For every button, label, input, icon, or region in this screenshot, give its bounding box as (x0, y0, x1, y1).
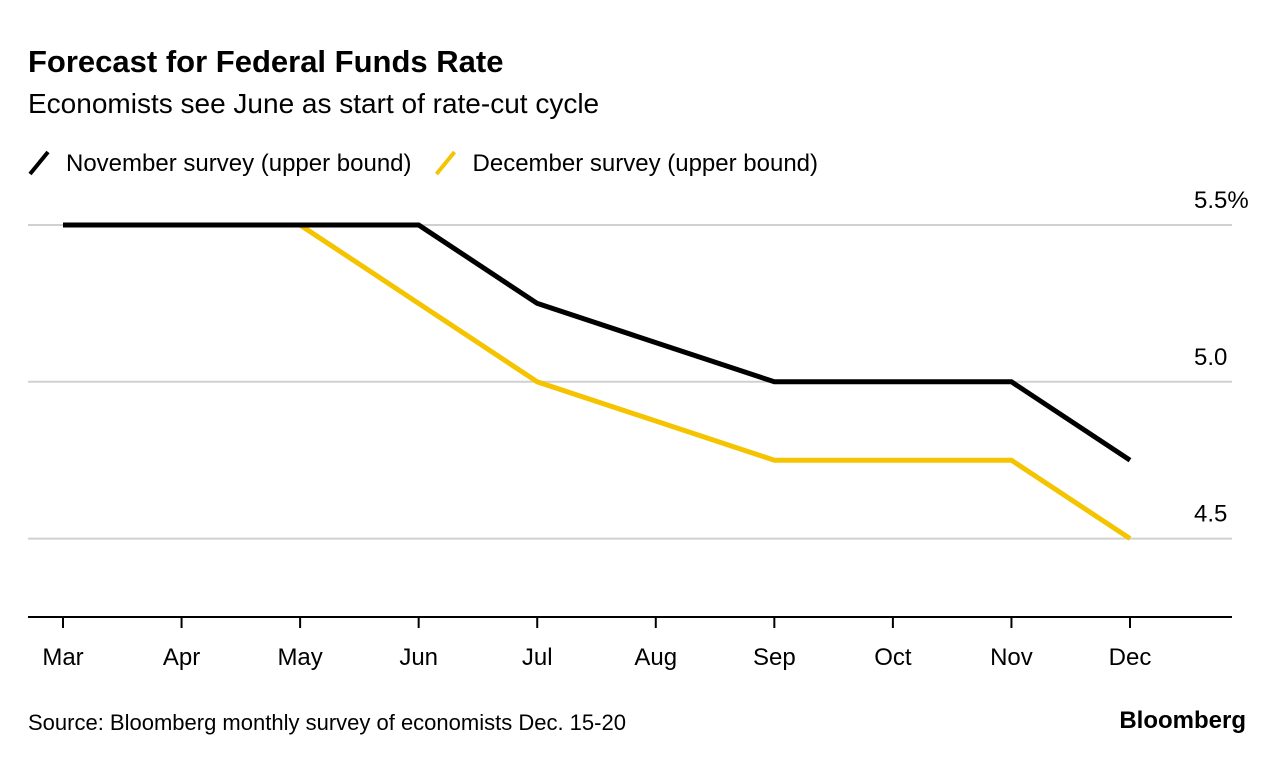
legend-label: December survey (upper bound) (473, 150, 819, 177)
x-tick-label: Oct (874, 644, 912, 671)
x-tick-label: Apr (163, 644, 200, 671)
x-tick-label: Aug (634, 644, 677, 671)
brand: Bloomberg (1119, 707, 1246, 734)
legend-label: November survey (upper bound) (66, 150, 412, 177)
chart-subtitle: Economists see June as start of rate-cut… (28, 88, 599, 119)
chart-title: Forecast for Federal Funds Rate (28, 44, 503, 79)
x-tick-label: Nov (990, 644, 1033, 671)
source: Source: Bloomberg monthly survey of econ… (28, 710, 626, 735)
y-tick-label: 4.5 (1194, 501, 1227, 528)
x-tick-label: Jul (522, 644, 553, 671)
legend-swatch (434, 150, 457, 176)
legend-swatch (28, 150, 50, 176)
x-tick-label: Mar (42, 644, 83, 671)
x-tick-label: Sep (753, 644, 796, 671)
y-tick-label: 5.5% (1194, 187, 1249, 214)
x-tick-label: May (277, 644, 322, 671)
x-tick-label: Jun (399, 644, 438, 671)
x-tick-label: Dec (1109, 644, 1152, 671)
series-line (63, 222, 1132, 463)
y-tick-label: 5.0 (1194, 344, 1227, 371)
